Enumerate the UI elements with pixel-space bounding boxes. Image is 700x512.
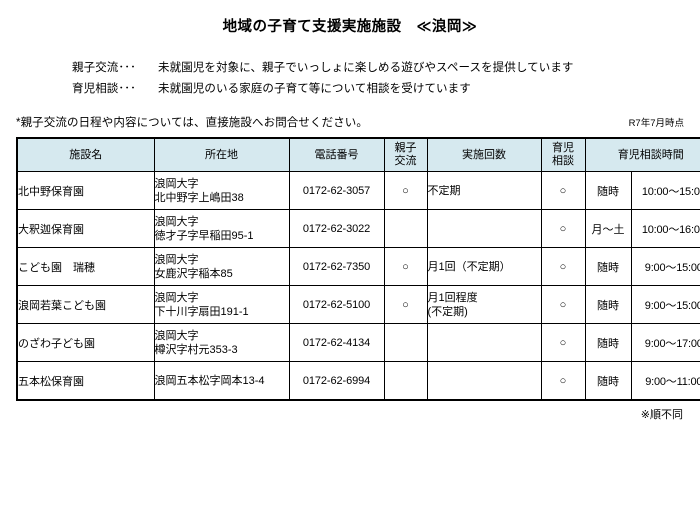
intro-line-ikuji-soudan: 育児相談･･･ 未就園児のいる家庭の子育て等について相談を受けています (72, 79, 700, 100)
table-row: 五本松保育園 浪岡五本松字岡本13-4 0172-62-6994 ○ 随時 9:… (16, 361, 700, 401)
cell-frequency-line1: 月1回（不定期） (427, 260, 511, 273)
facilities-table-wrap: 施設名 所在地 電話番号 親子 交流 実施回数 育児 相談 育児相談時間 (0, 137, 700, 402)
cell-address: 浪岡大字 北中野字上嶋田38 (153, 171, 290, 211)
table-row: こども園 瑞穂 浪岡大字 女鹿沢字稲本85 0172-62-7350 ○ 月1回… (16, 247, 700, 287)
as-of-date: R7年7月時点 (628, 118, 684, 130)
cell-consult-days: 月～土 (584, 209, 632, 249)
cell-address-line2: 女鹿沢字稲本85 (154, 267, 233, 280)
facilities-table: 施設名 所在地 電話番号 親子 交流 実施回数 育児 相談 育児相談時間 (16, 137, 700, 402)
table-header: 施設名 所在地 電話番号 親子 交流 実施回数 育児 相談 育児相談時間 (16, 137, 700, 173)
cell-oyako-kouryu-mark (383, 361, 428, 401)
table-row: 浪岡若葉こども園 浪岡大字 下十川字扇田191-1 0172-62-5100 ○… (16, 285, 700, 325)
column-header-frequency: 実施回数 (426, 137, 542, 173)
cell-ikuji-soudan-mark: ○ (540, 247, 586, 287)
cell-ikuji-soudan-mark: ○ (540, 171, 586, 211)
intro-text-oyako-kouryu: 未就園児を対象に、親子でいっしょに楽しめる遊びやスペースを提供しています (158, 62, 574, 75)
cell-frequency (426, 323, 542, 363)
column-header-consult-time: 育児相談時間 (584, 137, 700, 173)
cell-address-line2: 下十川字扇田191-1 (154, 305, 249, 318)
cell-address: 浪岡五本松字岡本13-4 (153, 361, 290, 401)
cell-oyako-kouryu-mark (383, 209, 428, 249)
cell-frequency (426, 209, 542, 249)
cell-telephone: 0172-62-6994 (288, 361, 385, 401)
cell-consult-days: 随時 (584, 247, 632, 287)
column-header-address: 所在地 (153, 137, 290, 173)
cell-frequency-line1: 不定期 (427, 184, 461, 197)
intro-text-ikuji-soudan: 未就園児のいる家庭の子育て等について相談を受けています (158, 83, 471, 96)
cell-telephone: 0172-62-3022 (288, 209, 385, 249)
cell-frequency-line2: (不定期) (427, 305, 468, 318)
note-row: *親子交流の日程や内容については、直接施設へお問合せください。 R7年7月時点 (0, 115, 700, 133)
cell-frequency: 不定期 (426, 171, 542, 211)
cell-facility-name: 大釈迦保育園 (16, 209, 155, 249)
cell-consult-days: 随時 (584, 323, 632, 363)
cell-oyako-kouryu-mark: ○ (383, 247, 428, 287)
table-row: 大釈迦保育園 浪岡大字 徳才子字早稲田95-1 0172-62-3022 ○ 月… (16, 209, 700, 249)
table-row: のざわ子ども園 浪岡大字 樽沢字村元353-3 0172-62-4134 ○ 随… (16, 323, 700, 363)
cell-oyako-kouryu-mark: ○ (383, 285, 428, 325)
cell-oyako-kouryu-mark (383, 323, 428, 363)
cell-address-line2: 北中野字上嶋田38 (154, 191, 244, 204)
cell-consult-hours: 10:00～16:00 (630, 209, 700, 249)
intro-label-oyako-kouryu: 親子交流･･･ (72, 62, 136, 75)
footer-row: ※順不同 (0, 405, 700, 423)
cell-facility-name: 五本松保育園 (16, 361, 155, 401)
cell-ikuji-soudan-mark: ○ (540, 323, 586, 363)
cell-address-line1: 浪岡大字 (154, 329, 199, 342)
order-note: ※順不同 (640, 409, 683, 422)
intro-block: 親子交流･･･ 未就園児を対象に、親子でいっしょに楽しめる遊びやスペースを提供して… (0, 36, 700, 100)
cell-consult-hours: 9:00～15:00 (630, 285, 700, 325)
cell-address-line1: 浪岡五本松字岡本13-4 (154, 374, 265, 387)
cell-consult-hours: 9:00～11:00 (630, 361, 700, 401)
contact-note: *親子交流の日程や内容については、直接施設へお問合せください。 (16, 117, 368, 130)
cell-consult-days: 随時 (584, 171, 632, 211)
cell-consult-days: 随時 (584, 361, 632, 401)
cell-facility-name: こども園 瑞穂 (16, 247, 155, 287)
column-header-name: 施設名 (16, 137, 155, 173)
cell-facility-name: 北中野保育園 (16, 171, 155, 211)
cell-ikuji-soudan-mark: ○ (540, 209, 586, 249)
column-header-ikuji-line2: 相談 (552, 155, 574, 168)
column-header-oyako-line2: 交流 (394, 155, 417, 168)
cell-frequency: 月1回（不定期） (426, 247, 542, 287)
column-header-tel: 電話番号 (288, 137, 385, 173)
cell-address: 浪岡大字 樽沢字村元353-3 (153, 323, 290, 363)
cell-oyako-kouryu-mark: ○ (383, 171, 428, 211)
cell-telephone: 0172-62-3057 (288, 171, 385, 211)
cell-address-line1: 浪岡大字 (154, 215, 199, 228)
cell-facility-name: 浪岡若葉こども園 (16, 285, 155, 325)
table-body: 北中野保育園 浪岡大字 北中野字上嶋田38 0172-62-3057 ○ 不定期… (16, 171, 700, 401)
cell-telephone: 0172-62-5100 (288, 285, 385, 325)
cell-address-line2: 樽沢字村元353-3 (154, 343, 238, 356)
column-header-ikuji-line1: 育児 (552, 142, 574, 155)
cell-consult-days: 随時 (584, 285, 632, 325)
column-header-oyako-line1: 親子 (394, 142, 417, 155)
cell-address-line2: 徳才子字早稲田95-1 (154, 229, 254, 242)
cell-consult-hours: 10:00～15:00 (630, 171, 700, 211)
cell-consult-hours: 9:00～15:00 (630, 247, 700, 287)
page-title: 地域の子育て支援実施施設 ≪浪岡≫ (222, 19, 478, 35)
cell-frequency: 月1回程度 (不定期) (426, 285, 542, 325)
cell-ikuji-soudan-mark: ○ (540, 361, 586, 401)
column-header-ikuji-soudan: 育児 相談 (540, 137, 586, 173)
cell-address: 浪岡大字 下十川字扇田191-1 (153, 285, 290, 325)
cell-consult-hours: 9:00～17:00 (630, 323, 700, 363)
intro-label-ikuji-soudan: 育児相談･･･ (72, 83, 136, 96)
column-header-oyako-kouryu: 親子 交流 (383, 137, 428, 173)
cell-address-line1: 浪岡大字 (154, 291, 199, 304)
intro-line-oyako-kouryu: 親子交流･･･ 未就園児を対象に、親子でいっしょに楽しめる遊びやスペースを提供して… (72, 58, 700, 79)
cell-frequency-line1: 月1回程度 (427, 291, 478, 304)
table-header-row: 施設名 所在地 電話番号 親子 交流 実施回数 育児 相談 育児相談時間 (16, 137, 700, 173)
cell-telephone: 0172-62-4134 (288, 323, 385, 363)
cell-address: 浪岡大字 徳才子字早稲田95-1 (153, 209, 290, 249)
cell-address-line1: 浪岡大字 (154, 253, 199, 266)
cell-frequency (426, 361, 542, 401)
cell-telephone: 0172-62-7350 (288, 247, 385, 287)
cell-address: 浪岡大字 女鹿沢字稲本85 (153, 247, 290, 287)
cell-address-line1: 浪岡大字 (154, 177, 199, 190)
table-row: 北中野保育園 浪岡大字 北中野字上嶋田38 0172-62-3057 ○ 不定期… (16, 171, 700, 211)
cell-ikuji-soudan-mark: ○ (540, 285, 586, 325)
cell-facility-name: のざわ子ども園 (16, 323, 155, 363)
